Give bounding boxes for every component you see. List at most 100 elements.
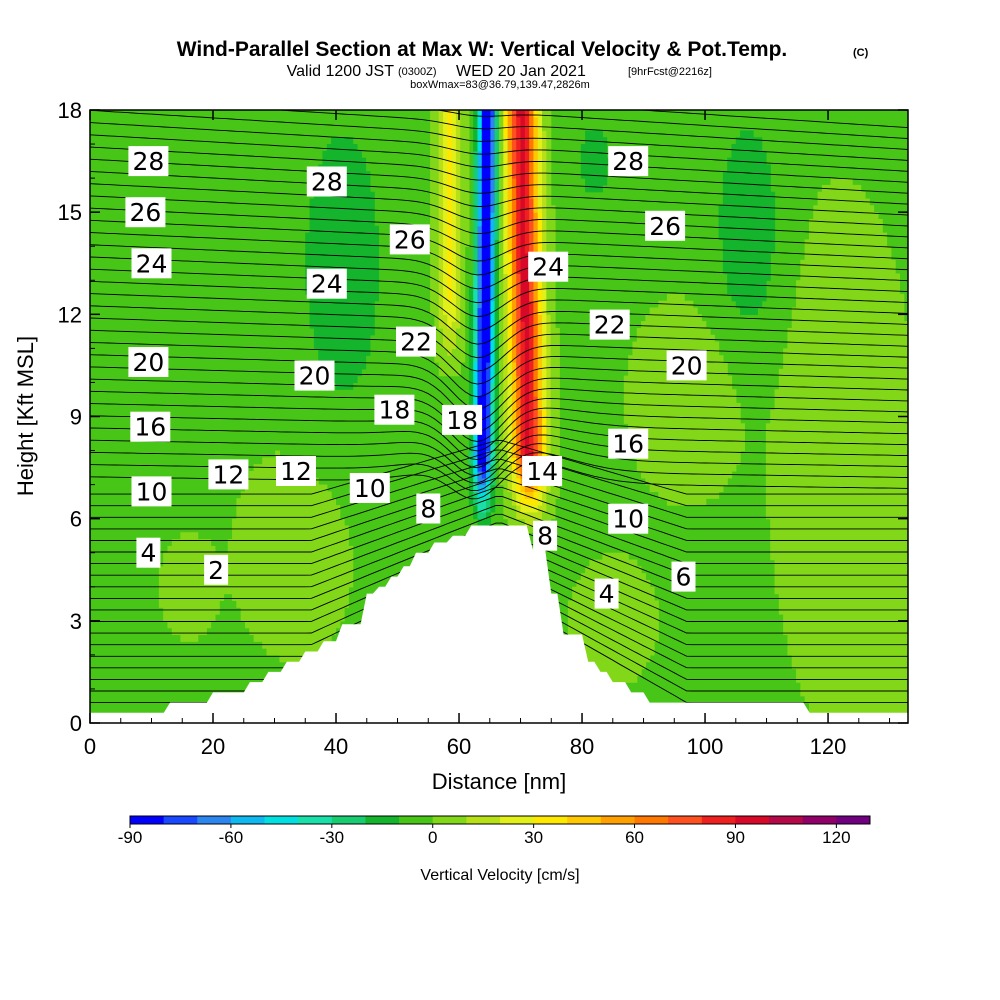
- theta-label-text: 18: [446, 406, 478, 435]
- theta-contour-18: [90, 440, 908, 495]
- theta-contour-25: [90, 403, 908, 452]
- theta-contour-39: [90, 232, 908, 276]
- plot-area: 28 26 24 20 16 10 4 12 2 12 28 24 20 10 26 22 18 8 18 24 14 8…: [90, 110, 908, 723]
- theta-contour-32: [90, 317, 908, 372]
- y-tick-label: 0: [70, 711, 82, 736]
- theta-label-box: [608, 503, 649, 534]
- colorbar-tick-label: -90: [118, 828, 143, 847]
- theta-label-9: 12: [276, 456, 316, 486]
- theta-label-box: [416, 493, 441, 524]
- subtitle-forecast: [9hrFcst@2216z]: [628, 66, 712, 78]
- theta-contour-38: [90, 244, 908, 290]
- y-tick-label: 9: [70, 405, 82, 430]
- x-tick-label: 60: [447, 734, 471, 759]
- y-tick-label: 18: [58, 98, 82, 123]
- x-tick-label: 120: [810, 734, 847, 759]
- x-axis-label: Distance [nm]: [432, 769, 567, 794]
- theta-label-20: 14: [522, 456, 563, 486]
- theta-label-15: 22: [396, 326, 436, 357]
- x-tick-label: 40: [324, 734, 348, 759]
- theta-contour-21: [90, 443, 908, 484]
- theta-contour-30: [90, 342, 908, 398]
- colorbar-swatch: [735, 816, 770, 824]
- colorbar-tick-label: 90: [726, 828, 745, 847]
- theta-contour-14: [90, 477, 908, 541]
- theta-label-box: [306, 166, 347, 197]
- theta-contour-9: [90, 522, 908, 599]
- theta-label-6: 4: [136, 537, 161, 568]
- theta-contour-31: [90, 329, 908, 385]
- colorbar-swatch: [567, 816, 602, 824]
- colorbar-tick-label: 30: [524, 828, 543, 847]
- theta-label-4: 16: [130, 411, 171, 442]
- theta-label-box: [128, 146, 169, 177]
- theta-label-text: 12: [280, 457, 312, 486]
- theta-label-24: 22: [589, 309, 630, 340]
- theta-label-box: [608, 428, 649, 459]
- theta-label-text: 14: [526, 457, 558, 486]
- theta-label-21: 8: [533, 520, 558, 551]
- theta-label-19: 24: [528, 251, 569, 282]
- theta-contour-22: [90, 434, 908, 476]
- theta-label-5: 10: [131, 476, 172, 507]
- theta-contour-37: [90, 256, 908, 304]
- colorbar-swatch: [668, 816, 703, 824]
- theta-contour-36: [90, 268, 908, 318]
- theta-label-text: 8: [420, 495, 436, 524]
- colorbar-swatch: [365, 816, 400, 824]
- theta-contour-52: [633, 110, 908, 129]
- colorbar-swatch: [533, 816, 568, 824]
- colorbar-tick-label: 0: [428, 828, 437, 847]
- theta-contour-28: [90, 366, 908, 421]
- colorbar-swatch: [264, 816, 299, 824]
- colorbar-swatch: [500, 816, 535, 824]
- colorbar-swatch: [298, 816, 333, 824]
- colorbar-swatch: [163, 816, 198, 824]
- x-tick-label: 20: [201, 734, 225, 759]
- colorbar-swatch: [466, 816, 501, 824]
- theta-label-29: 4: [594, 578, 619, 609]
- theta-contour-33: [90, 305, 908, 359]
- x-tick-label: 100: [687, 734, 724, 759]
- theta-contour-27: [90, 378, 908, 432]
- theta-label-box: [442, 404, 483, 435]
- theta-label-box: [204, 554, 229, 585]
- colorbar-tick-label: 60: [625, 828, 644, 847]
- theta-contour-34: [90, 293, 908, 345]
- theta-contour-51: [435, 110, 908, 139]
- colorbar-swatch: [600, 816, 636, 824]
- colorbar-swatch: [331, 816, 366, 824]
- theta-label-box: [349, 473, 390, 503]
- theta-label-22: 28: [608, 146, 649, 177]
- subtitle-box-wmax: boxWmax=83@36.79,139.47,2826m: [410, 79, 590, 91]
- y-tick-label: 6: [70, 507, 82, 532]
- theta-contour-50: [272, 110, 908, 150]
- theta-label-box: [666, 350, 707, 381]
- theta-label-text: 28: [132, 147, 164, 176]
- theta-label-1: 26: [125, 197, 166, 228]
- chart-title: Wind-Parallel Section at Max W: Vertical…: [177, 38, 788, 61]
- theta-label-text: 28: [311, 168, 343, 197]
- theta-label-text: 6: [676, 563, 692, 592]
- colorbar-frame: [129, 815, 871, 825]
- theta-label-box: [528, 251, 569, 282]
- theta-label-text: 12: [212, 460, 244, 489]
- theta-label-box: [128, 347, 169, 377]
- colorbar-swatch: [432, 816, 467, 824]
- theta-label-23: 26: [645, 210, 686, 241]
- colorbar-label: Vertical Velocity [cm/s]: [420, 867, 579, 884]
- theta-contour-16: [90, 459, 908, 518]
- theta-contour-44: [90, 170, 908, 216]
- theta-contour-46: [90, 146, 908, 194]
- theta-contour-15: [90, 468, 908, 530]
- theta-contour-42: [90, 195, 908, 238]
- theta-contour-45: [90, 158, 908, 205]
- theta-label-text: 20: [132, 348, 164, 377]
- theta-label-box: [294, 360, 335, 391]
- theta-label-box: [374, 394, 415, 425]
- x-axis: 0 20 40 60 80 100 120: [84, 110, 891, 759]
- x-tick-label: 80: [570, 734, 594, 759]
- theta-label-11: 24: [306, 268, 347, 299]
- colorbar-tick-label: 120: [822, 828, 850, 847]
- colorbar-swatch: [130, 816, 165, 824]
